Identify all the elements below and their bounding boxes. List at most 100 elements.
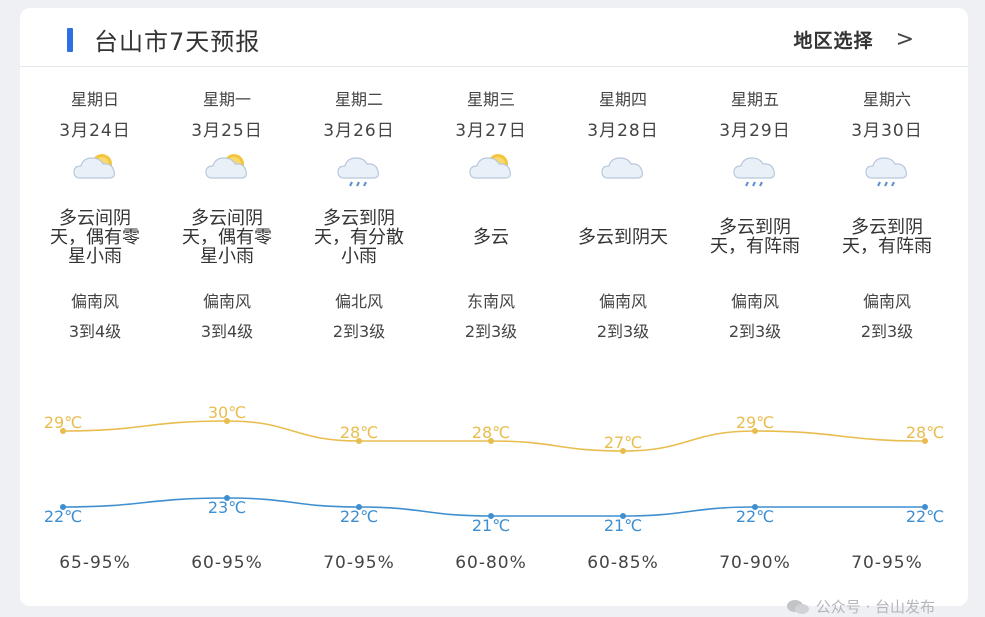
high-temp-label: 30℃ (208, 403, 246, 422)
day-week: 星期四 (598, 90, 647, 109)
high-temp-label: 28℃ (906, 423, 944, 442)
low-temp-line (62, 497, 925, 517)
day-weather-desc-text: 多云间阴天，偶有零星小雨 (50, 207, 140, 267)
high-temp-label: 29℃ (44, 413, 82, 432)
high-temp-point (488, 438, 494, 444)
day-weather-desc: 多云到阴天 (563, 202, 683, 272)
day-weather-desc-text: 多云到阴天，有阵雨 (710, 217, 800, 257)
day-date: 3月29日 (719, 121, 791, 141)
day-weather-desc: 多云间阴天，偶有零星小雨 (35, 202, 155, 272)
day-wind-level: 2到3级 (464, 322, 518, 341)
low-temp-point (60, 504, 66, 510)
day-week: 星期日 (70, 90, 119, 109)
day-date: 3月27日 (455, 121, 527, 141)
day-column: 星期三 3月27日多云东南风 2到3级 (425, 78, 557, 358)
partly-cloudy-icon (466, 146, 516, 186)
day-date: 3月26日 (323, 121, 395, 141)
high-temp-label: 29℃ (736, 413, 774, 432)
low-temp-point (356, 504, 362, 510)
day-wind-direction: 东南风 (466, 292, 515, 311)
watermark-text: 公众号 · 台山发布 (815, 598, 935, 616)
low-temp-label: 22℃ (736, 507, 774, 526)
high-temp-label: 28℃ (340, 423, 378, 442)
day-week: 星期五 (730, 90, 779, 109)
day-column: 星期五 3月29日多云到阴天，有阵雨偏南风 2到3级 (689, 78, 821, 358)
day-wind-level: 3到4级 (200, 322, 254, 341)
day-column: 星期二 3月26日多云到阴天，有分散小雨偏北风 2到3级 (293, 78, 425, 358)
forecast-header: 台山市7天预报 地区选择 > (20, 8, 968, 67)
high-temp-point (922, 438, 928, 444)
day-date: 3月25日 (191, 121, 263, 141)
day-date: 3月24日 (59, 121, 131, 141)
temperature-chart: 29℃ 30℃ 28℃ 28℃ 27℃ 29℃ 28℃ 22℃ 23℃ 22℃ 21℃ 21℃ 22℃ 2… (44, 403, 944, 535)
day-weather-desc-text: 多云到阴天，有阵雨 (842, 217, 932, 257)
page-title: 台山市7天预报 (94, 28, 261, 56)
partly-cloudy-icon (70, 146, 120, 186)
day-column: 星期日 3月24日多云间阴天，偶有零星小雨偏南风 3到4级 (29, 78, 161, 358)
day-week: 星期二 (334, 90, 383, 109)
high-temp-point (620, 448, 626, 454)
day-week: 星期三 (466, 90, 515, 109)
high-temp-point (60, 428, 66, 434)
rain-cloud-icon (862, 146, 912, 187)
day-humidity: 70-95% (323, 553, 395, 573)
day-wind-direction: 偏北风 (334, 292, 383, 311)
day-weather-desc: 多云 (431, 202, 551, 272)
day-column: 星期一 3月25日多云间阴天，偶有零星小雨偏南风 3到4级 (161, 78, 293, 358)
rain-cloud-icon (730, 146, 780, 187)
low-temp-point (922, 504, 928, 510)
day-humidity: 65-95% (59, 553, 131, 573)
wechat-icon (786, 599, 809, 614)
day-weather-desc-text: 多云到阴天 (578, 226, 668, 248)
low-temp-point (752, 504, 758, 510)
low-temp-label: 22℃ (340, 507, 378, 526)
day-humidity: 60-95% (191, 553, 263, 573)
day-weather-desc: 多云到阴天，有阵雨 (695, 202, 815, 272)
title-accent-bar (67, 28, 73, 52)
day-wind-direction: 偏南风 (202, 292, 251, 311)
region-select-button[interactable]: 地区选择 > (794, 26, 914, 53)
day-wind-direction: 偏南风 (598, 292, 647, 311)
partly-cloudy-icon (202, 146, 252, 186)
day-humidity: 70-90% (719, 553, 791, 573)
day-weather-desc: 多云到阴天，有分散小雨 (299, 202, 419, 272)
day-date: 3月30日 (851, 121, 923, 141)
low-temp-label: 22℃ (906, 507, 944, 526)
day-wind-direction: 偏南风 (70, 292, 119, 311)
region-select-label: 地区选择 (793, 30, 874, 52)
rain-cloud-icon (334, 146, 384, 187)
day-date: 3月28日 (587, 121, 659, 141)
day-wind-direction: 偏南风 (730, 292, 779, 311)
cloudy-icon (598, 146, 648, 186)
low-temp-label: 22℃ (44, 507, 82, 526)
low-temp-point (620, 513, 626, 519)
day-weather-desc: 多云间阴天，偶有零星小雨 (167, 202, 287, 272)
day-column: 星期六 3月30日多云到阴天，有阵雨偏南风 2到3级 (821, 78, 953, 358)
day-column: 星期四 3月28日多云到阴天偏南风 2到3级 (557, 78, 689, 358)
day-week: 星期六 (862, 90, 911, 109)
day-weather-desc: 多云到阴天，有阵雨 (827, 202, 947, 272)
watermark: 公众号 · 台山发布 (786, 596, 935, 617)
day-humidity: 70-95% (851, 553, 923, 573)
chevron-right-icon: > (895, 26, 914, 52)
day-wind-level: 2到3级 (728, 322, 782, 341)
low-temp-point (488, 513, 494, 519)
day-wind-direction: 偏南风 (862, 292, 911, 311)
day-wind-level: 3到4级 (68, 322, 122, 341)
day-humidity: 60-80% (455, 553, 527, 573)
daily-forecast-list: 星期日 3月24日多云间阴天，偶有零星小雨偏南风 3到4级 星期一 3月25日多云间阴天… (20, 78, 968, 358)
day-wind-level: 2到3级 (596, 322, 650, 341)
day-weather-desc-text: 多云到阴天，有分散小雨 (314, 207, 404, 267)
day-weather-desc-text: 多云 (473, 226, 509, 248)
high-temp-point (356, 438, 362, 444)
high-temp-point (224, 418, 230, 424)
forecast-card: 台山市7天预报 地区选择 > 星期日 3月24日多云间阴天，偶有零星小雨偏南风 3到… (20, 8, 968, 616)
day-weather-desc-text: 多云间阴天，偶有零星小雨 (182, 207, 272, 267)
day-week: 星期一 (202, 90, 251, 109)
day-wind-level: 2到3级 (860, 322, 914, 341)
high-temp-label: 28℃ (472, 423, 510, 442)
day-wind-level: 2到3级 (332, 322, 386, 341)
low-temp-label: 21℃ (604, 516, 642, 535)
low-temp-label: 23℃ (208, 498, 246, 517)
low-temp-point (224, 495, 230, 501)
